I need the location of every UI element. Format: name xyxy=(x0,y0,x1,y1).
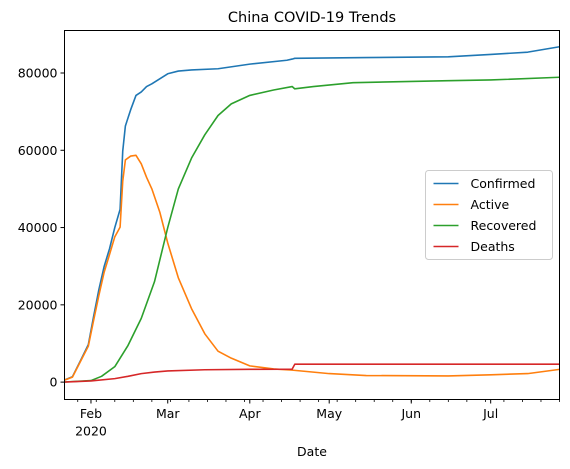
x-tick-label: Feb xyxy=(80,406,102,421)
legend-label-confirmed: Confirmed xyxy=(471,176,536,191)
y-tick-label: 80000 xyxy=(18,66,58,81)
y-tick-label: 40000 xyxy=(18,220,58,235)
legend-label-deaths: Deaths xyxy=(471,239,515,254)
x-tick-label: Jun xyxy=(400,406,421,421)
y-tick-label: 60000 xyxy=(18,143,58,158)
x-tick-label: May xyxy=(316,406,342,421)
x-tick-label: Jul xyxy=(482,406,498,421)
x-axis-title: Date xyxy=(297,444,327,459)
legend: Confirmed Active Recovered Deaths xyxy=(426,171,553,260)
chart-title: China COVID-19 Trends xyxy=(228,10,396,26)
x-tick-year-label: 2020 xyxy=(75,424,107,439)
legend-label-active: Active xyxy=(471,197,510,212)
x-tick-label: Apr xyxy=(239,406,261,421)
y-tick-label: 0 xyxy=(50,375,58,390)
legend-label-recovered: Recovered xyxy=(471,218,537,233)
x-tick-label: Mar xyxy=(156,406,180,421)
y-tick-label: 20000 xyxy=(18,297,58,312)
